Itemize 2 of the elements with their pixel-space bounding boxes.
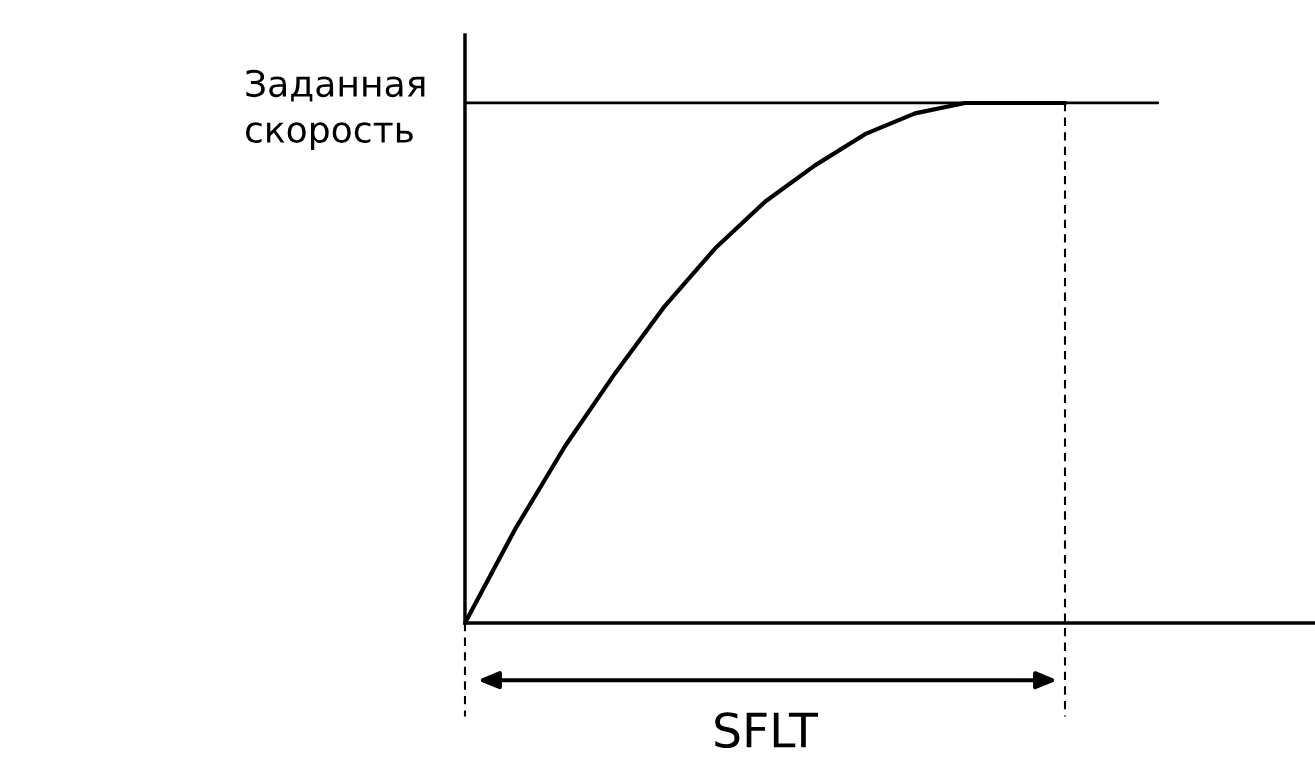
text: SFLT bbox=[715, 712, 819, 748]
ref-line-label: Заданная скорость bbox=[245, 69, 425, 151]
